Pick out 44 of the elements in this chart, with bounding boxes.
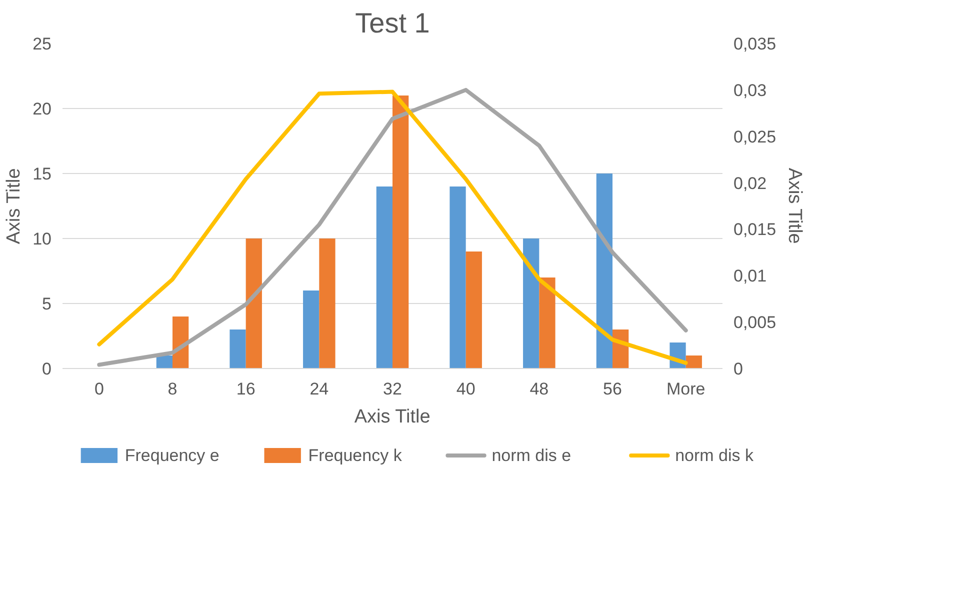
y2-tick-label: 0,005	[734, 313, 776, 332]
y-tick-label: 15	[32, 164, 52, 184]
y-axis-title: Axis Title	[4, 168, 25, 244]
bar	[596, 174, 612, 368]
y2-tick-label: 0,025	[734, 127, 776, 146]
x-tick-label: 8	[168, 380, 178, 398]
bar	[450, 186, 466, 368]
bar	[539, 278, 556, 368]
bar	[319, 238, 336, 368]
y-tick-label: 25	[32, 34, 52, 54]
bar	[686, 356, 702, 368]
x-tick-label: 0	[94, 380, 104, 398]
y2-tick-label: 0,01	[734, 266, 767, 286]
y-tick-label: 20	[32, 100, 52, 118]
bar	[466, 252, 482, 368]
y2-tick-label: 0	[734, 360, 743, 378]
y-tick-label: 10	[32, 230, 52, 248]
y2-axis-title: Axis Title	[784, 168, 806, 244]
bar	[392, 96, 409, 368]
legend-label: norm dis k	[675, 446, 754, 465]
bar	[246, 238, 262, 368]
x-tick-label: More	[666, 380, 706, 398]
bar	[303, 290, 320, 368]
y-tick-label: 0	[42, 360, 52, 378]
y2-tick-label: 0,02	[734, 174, 767, 193]
chart-title: Test 1	[355, 8, 430, 38]
x-tick-label: 24	[310, 380, 329, 398]
legend-label: Frequency k	[308, 446, 402, 465]
bar	[523, 238, 540, 368]
bar	[376, 186, 392, 368]
legend-label: Frequency e	[124, 446, 220, 465]
x-tick-label: 32	[383, 380, 402, 398]
bar	[230, 330, 246, 368]
x-tick-label: 16	[236, 380, 256, 398]
bar	[156, 356, 172, 368]
y2-tick-label: 0,03	[734, 80, 767, 100]
x-tick-label: 48	[530, 380, 549, 398]
y-tick-label: 5	[42, 294, 52, 314]
x-tick-label: 56	[603, 380, 622, 398]
y2-tick-label: 0,015	[734, 220, 776, 240]
y2-tick-label: 0,035	[734, 34, 776, 54]
x-axis-title: Axis Title	[354, 406, 430, 428]
legend-label: norm dis e	[492, 446, 572, 465]
x-tick-label: 40	[456, 380, 476, 398]
